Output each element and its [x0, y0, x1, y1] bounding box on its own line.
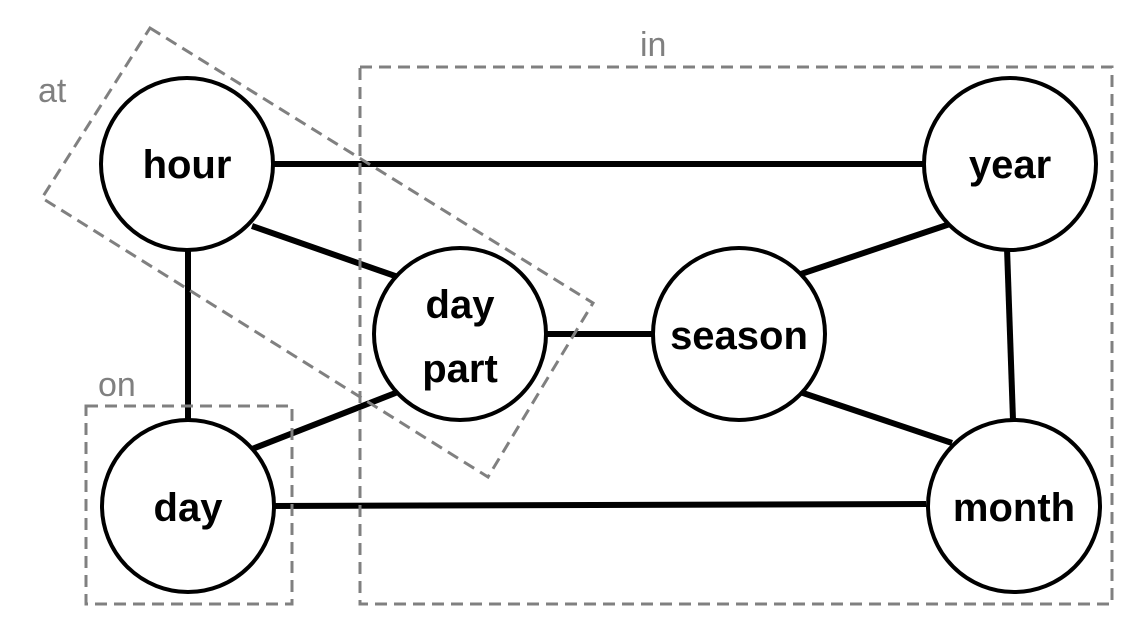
node-season-label: season — [670, 314, 808, 358]
node-hour-label: hour — [143, 143, 232, 187]
group-on-label: on — [98, 366, 136, 404]
nodes-layer: hour year day part season day month — [99, 76, 1102, 594]
node-day: day — [100, 418, 276, 594]
node-month-label: month — [953, 486, 1075, 530]
groups-layer — [39, 25, 1114, 606]
group-labels-layer: at on in — [38, 26, 666, 404]
node-hour: hour — [99, 76, 275, 252]
node-month: month — [926, 418, 1102, 594]
group-on-box — [84, 404, 294, 606]
edge-day-month — [271, 501, 927, 509]
edge-hour-day-part — [251, 223, 399, 280]
node-day-part: day part — [372, 246, 548, 422]
edge-season-year — [797, 221, 951, 278]
edge-day-part-day — [250, 389, 400, 452]
edge-year-month — [1004, 247, 1016, 421]
node-day-circle — [100, 418, 276, 594]
edge-season-month — [799, 389, 953, 446]
node-season: season — [651, 246, 827, 422]
node-year-circle — [922, 76, 1098, 252]
node-hour-circle — [99, 76, 275, 252]
edges-layer — [185, 161, 1016, 509]
node-day-label: day — [154, 486, 224, 530]
node-day-part-circle — [372, 246, 548, 422]
node-month-circle — [926, 418, 1102, 594]
group-at-box — [39, 25, 596, 480]
node-day-part-label-line2: part — [422, 347, 498, 391]
group-in-label: in — [640, 26, 666, 64]
node-season-circle — [651, 246, 827, 422]
node-day-part-label-line1: day — [426, 283, 496, 327]
group-at-label: at — [38, 72, 67, 110]
group-in-box — [358, 65, 1114, 606]
node-year: year — [922, 76, 1098, 252]
node-year-label: year — [969, 143, 1051, 187]
